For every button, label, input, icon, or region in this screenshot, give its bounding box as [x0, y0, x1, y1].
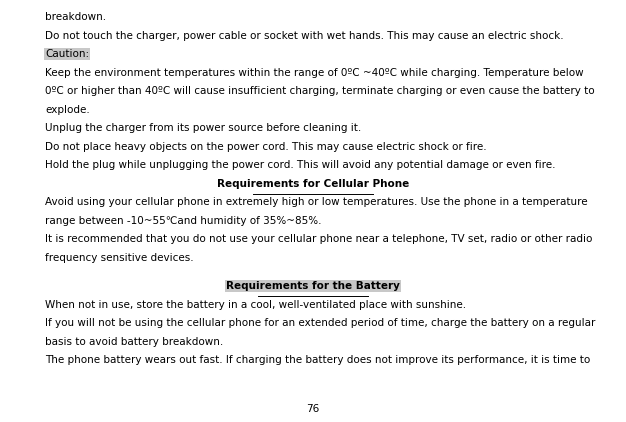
Text: frequency sensitive devices.: frequency sensitive devices.: [45, 252, 193, 262]
Text: basis to avoid battery breakdown.: basis to avoid battery breakdown.: [45, 336, 223, 346]
Text: Requirements for the Battery: Requirements for the Battery: [226, 281, 400, 291]
Text: If you will not be using the cellular phone for an extended period of time, char: If you will not be using the cellular ph…: [45, 318, 595, 328]
Text: Caution:: Caution:: [45, 49, 89, 59]
Text: 0ºC or higher than 40ºC will cause insufficient charging, terminate charging or : 0ºC or higher than 40ºC will cause insuf…: [45, 86, 595, 96]
Text: range between -10~55℃and humidity of 35%~85%.: range between -10~55℃and humidity of 35%…: [45, 216, 322, 225]
Text: Do not touch the charger, power cable or socket with wet hands. This may cause a: Do not touch the charger, power cable or…: [45, 30, 563, 41]
Text: Unplug the charger from its power source before cleaning it.: Unplug the charger from its power source…: [45, 123, 361, 133]
Text: The phone battery wears out fast. If charging the battery does not improve its p: The phone battery wears out fast. If cha…: [45, 355, 590, 365]
Text: Keep the environment temperatures within the range of 0ºC ~40ºC while charging. : Keep the environment temperatures within…: [45, 68, 583, 78]
Text: It is recommended that you do not use your cellular phone near a telephone, TV s: It is recommended that you do not use yo…: [45, 234, 592, 244]
Text: Avoid using your cellular phone in extremely high or low temperatures. Use the p: Avoid using your cellular phone in extre…: [45, 197, 588, 207]
Text: Requirements for Cellular Phone: Requirements for Cellular Phone: [217, 179, 409, 189]
Text: breakdown.: breakdown.: [45, 12, 106, 22]
Text: Hold the plug while unplugging the power cord. This will avoid any potential dam: Hold the plug while unplugging the power…: [45, 160, 555, 170]
Text: 76: 76: [306, 404, 320, 414]
Text: Do not place heavy objects on the power cord. This may cause electric shock or f: Do not place heavy objects on the power …: [45, 141, 486, 151]
Text: When not in use, store the battery in a cool, well-ventilated place with sunshin: When not in use, store the battery in a …: [45, 300, 466, 309]
Text: explode.: explode.: [45, 105, 90, 114]
